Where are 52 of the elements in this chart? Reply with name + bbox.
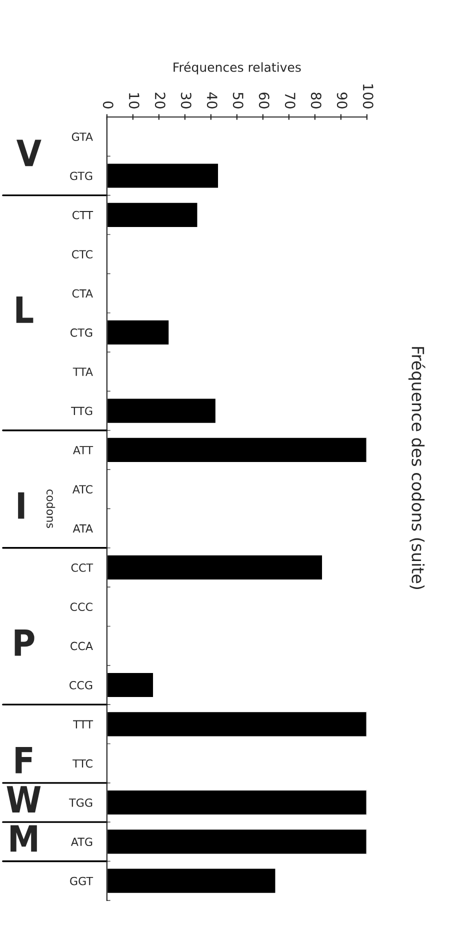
y-tick-label: CTC <box>72 250 92 258</box>
bar <box>106 710 367 738</box>
y-tick-label: CCC <box>70 602 92 612</box>
text: M <box>10 825 37 852</box>
x-tick-label: 90 <box>336 92 348 108</box>
y-tick-label: CCG <box>70 680 92 690</box>
y-tick-label: GTA <box>72 132 93 141</box>
x-tick-label: 100 <box>362 84 374 108</box>
bar <box>106 789 367 816</box>
x-tick-label: 50 <box>232 92 244 108</box>
bar <box>106 319 170 346</box>
bar <box>106 672 154 698</box>
y-tick-label: CTA <box>72 289 93 298</box>
text: W <box>6 786 41 812</box>
bar <box>106 162 220 190</box>
bar <box>106 397 217 424</box>
text: F <box>16 746 32 774</box>
bar <box>106 436 367 464</box>
y-tick-label: TTC <box>72 759 92 768</box>
bar <box>106 202 199 228</box>
bar <box>106 828 367 856</box>
y-tick-label: CCA <box>70 642 93 650</box>
text: V <box>16 140 42 166</box>
y-tick-label: TTT <box>73 720 94 728</box>
x-tick-label: 80 <box>310 92 322 108</box>
x-tick-label: 10 <box>128 93 140 108</box>
y-tick-label: TTG <box>71 406 92 416</box>
text: Fréquence des codons (suite) <box>408 347 426 590</box>
y-tick-label: ATT <box>72 446 94 454</box>
x-tick-label: 30 <box>180 92 192 108</box>
y-tick-label: ATA <box>72 524 93 533</box>
y-tick-label: CCT <box>71 563 94 572</box>
y-tick-label: TGG <box>68 798 92 807</box>
text: P <box>14 629 34 656</box>
bar <box>106 554 324 581</box>
x-tick-label: 20 <box>154 92 166 108</box>
y-tick-label: CTG <box>70 328 92 337</box>
text: codons <box>46 490 56 528</box>
text: L <box>16 296 34 323</box>
y-tick-label: TTA <box>72 368 93 376</box>
x-tick-label: 0 <box>102 101 114 108</box>
text: I <box>18 492 24 519</box>
y-tick-label: GGT <box>70 876 94 886</box>
x-tick-label: 70 <box>284 92 296 108</box>
bar <box>106 867 277 894</box>
x-tick-label: 60 <box>258 92 270 108</box>
x-tick-label: 40 <box>206 92 218 108</box>
y-tick-label: GTG <box>70 172 92 180</box>
x-axis-title: Fréquences relatives <box>174 62 301 74</box>
y-tick-label: CTT <box>72 210 94 220</box>
y-tick-label: ATC <box>72 485 92 494</box>
y-tick-label: ATG <box>70 838 92 846</box>
